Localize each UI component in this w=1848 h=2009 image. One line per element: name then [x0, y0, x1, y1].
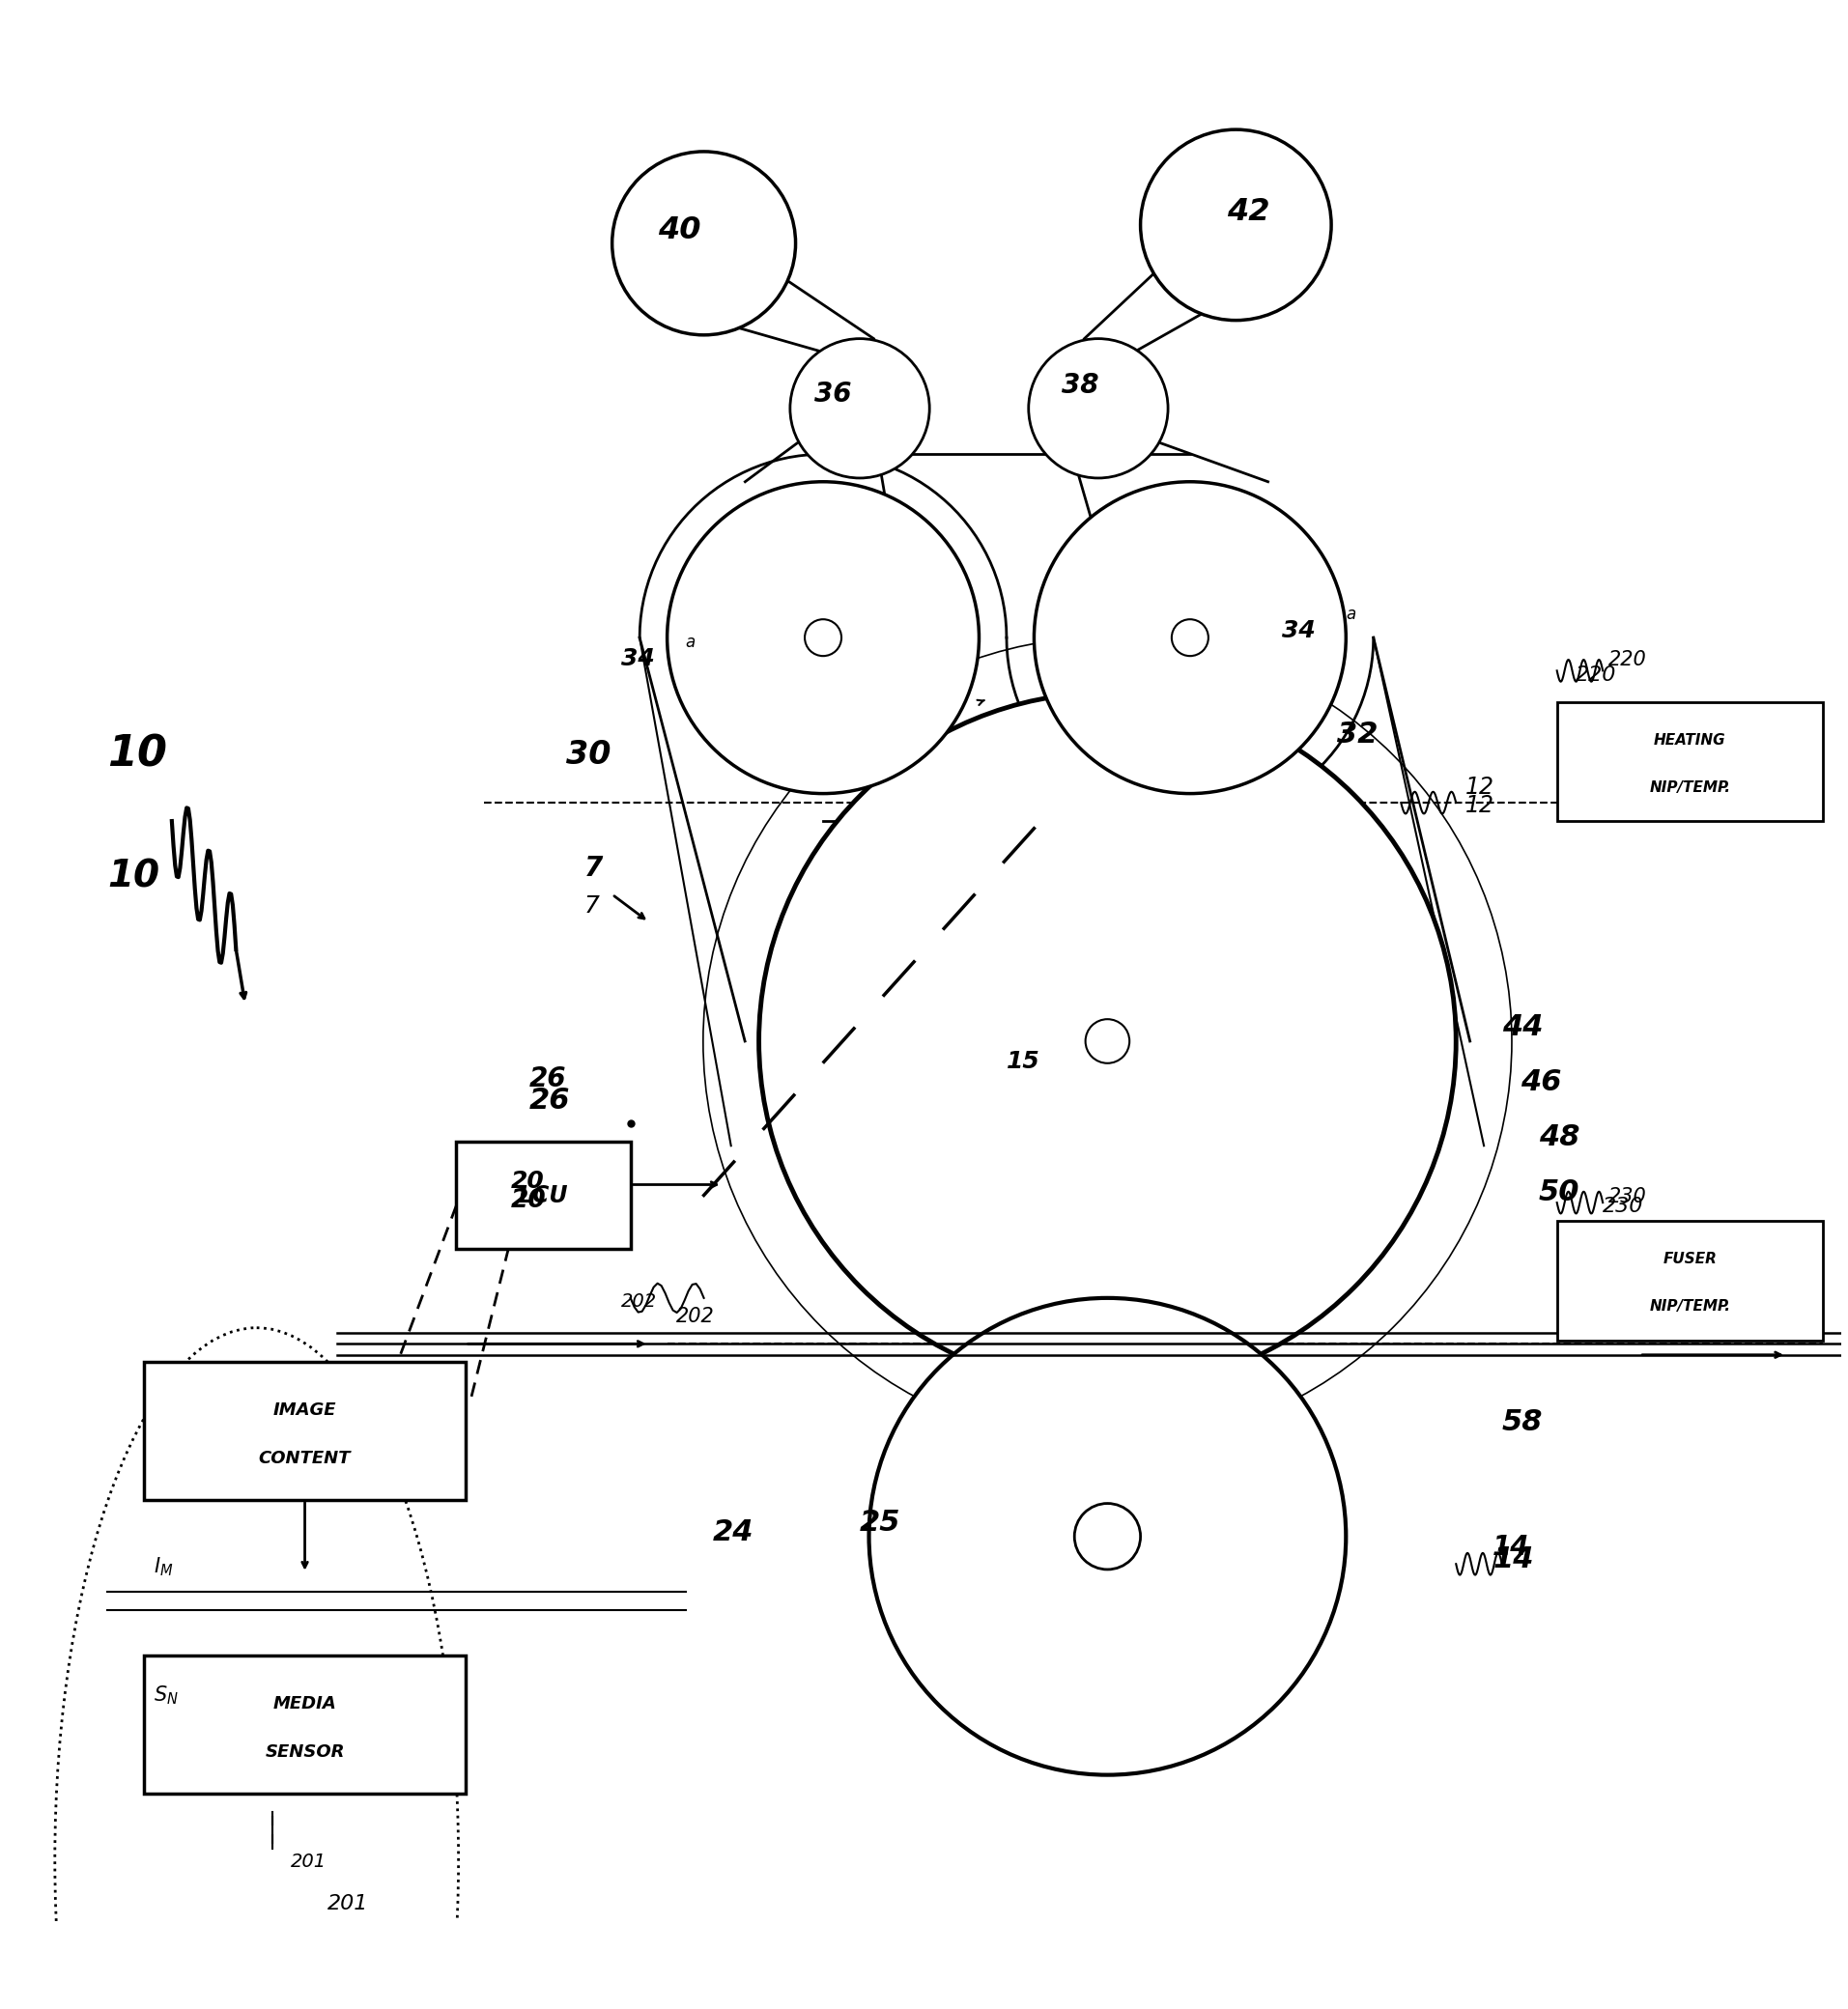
Circle shape: [732, 665, 1484, 1418]
Text: NIP/TEMP.: NIP/TEMP.: [1650, 779, 1730, 796]
Text: IMAGE: IMAGE: [274, 1402, 336, 1418]
Text: 40: 40: [658, 215, 700, 245]
Circle shape: [658, 197, 750, 289]
Text: 7: 7: [584, 894, 601, 918]
Text: 26: 26: [530, 1087, 571, 1115]
Text: 220: 220: [1574, 665, 1617, 685]
Text: 20: 20: [512, 1187, 547, 1213]
Circle shape: [1096, 544, 1284, 731]
Text: 30: 30: [565, 739, 612, 769]
Text: 12: 12: [1465, 794, 1495, 818]
Text: 58: 58: [1502, 1408, 1543, 1436]
Text: 14: 14: [1493, 1545, 1534, 1573]
Text: HEATING: HEATING: [1654, 733, 1726, 747]
Circle shape: [1029, 340, 1168, 478]
Circle shape: [1172, 619, 1209, 657]
Circle shape: [702, 637, 1512, 1444]
FancyBboxPatch shape: [144, 1362, 466, 1501]
Circle shape: [667, 482, 979, 794]
Circle shape: [795, 727, 1421, 1354]
Text: a: a: [1345, 607, 1356, 623]
FancyBboxPatch shape: [144, 1655, 466, 1794]
Text: $I_M$: $I_M$: [153, 1555, 174, 1579]
Circle shape: [965, 1394, 1251, 1680]
Circle shape: [832, 765, 1382, 1316]
Text: 202: 202: [621, 1292, 658, 1312]
FancyBboxPatch shape: [456, 1141, 630, 1248]
Circle shape: [1063, 510, 1318, 765]
Text: 20: 20: [512, 1169, 545, 1193]
Text: 202: 202: [676, 1308, 715, 1326]
Text: MEDIA: MEDIA: [274, 1696, 336, 1712]
Circle shape: [717, 651, 1499, 1432]
Text: a: a: [686, 633, 695, 651]
Text: 46: 46: [1521, 1069, 1562, 1097]
Text: NIP/TEMP.: NIP/TEMP.: [1650, 1300, 1730, 1314]
Text: 15: 15: [1007, 1051, 1040, 1073]
Circle shape: [869, 1298, 1345, 1774]
Text: 201: 201: [292, 1852, 327, 1870]
Circle shape: [612, 151, 796, 336]
Text: CONTENT: CONTENT: [259, 1450, 351, 1467]
Circle shape: [791, 340, 930, 478]
Text: LCU: LCU: [519, 1183, 567, 1207]
Text: 42: 42: [1227, 197, 1270, 227]
Text: 38: 38: [1061, 372, 1100, 398]
Circle shape: [1140, 129, 1331, 319]
Text: 7: 7: [584, 856, 602, 882]
Text: 48: 48: [1539, 1123, 1580, 1151]
Text: 32: 32: [1336, 719, 1379, 747]
Text: 10: 10: [107, 733, 168, 775]
Circle shape: [1035, 482, 1345, 794]
Circle shape: [819, 366, 902, 450]
Text: 44: 44: [1502, 1015, 1543, 1043]
Circle shape: [745, 679, 1469, 1404]
Text: 24: 24: [713, 1519, 754, 1547]
Text: 50: 50: [1539, 1179, 1580, 1207]
Text: 10: 10: [107, 858, 159, 894]
Text: 34: 34: [621, 647, 654, 669]
FancyBboxPatch shape: [1556, 701, 1822, 822]
Text: 230: 230: [1608, 1187, 1647, 1207]
Circle shape: [1074, 1503, 1140, 1569]
Text: 36: 36: [813, 382, 852, 408]
Text: 34: 34: [1283, 619, 1316, 643]
Circle shape: [804, 619, 841, 657]
Circle shape: [911, 1340, 1303, 1732]
Text: 230: 230: [1602, 1197, 1643, 1215]
Text: FUSER: FUSER: [1663, 1252, 1717, 1266]
FancyBboxPatch shape: [1556, 1221, 1822, 1340]
Text: $S_N$: $S_N$: [153, 1684, 179, 1708]
Circle shape: [730, 544, 917, 731]
Circle shape: [1057, 366, 1140, 450]
Text: 12: 12: [1465, 775, 1495, 798]
Text: SENSOR: SENSOR: [264, 1744, 346, 1760]
Text: 201: 201: [327, 1894, 370, 1913]
Circle shape: [881, 816, 1334, 1268]
Circle shape: [1085, 1019, 1129, 1063]
Circle shape: [695, 510, 952, 765]
Circle shape: [760, 693, 1456, 1390]
Text: 25: 25: [859, 1509, 900, 1537]
Circle shape: [1188, 177, 1284, 273]
Text: 26: 26: [530, 1067, 567, 1093]
Text: 14: 14: [1493, 1533, 1530, 1561]
Text: 220: 220: [1608, 649, 1647, 669]
